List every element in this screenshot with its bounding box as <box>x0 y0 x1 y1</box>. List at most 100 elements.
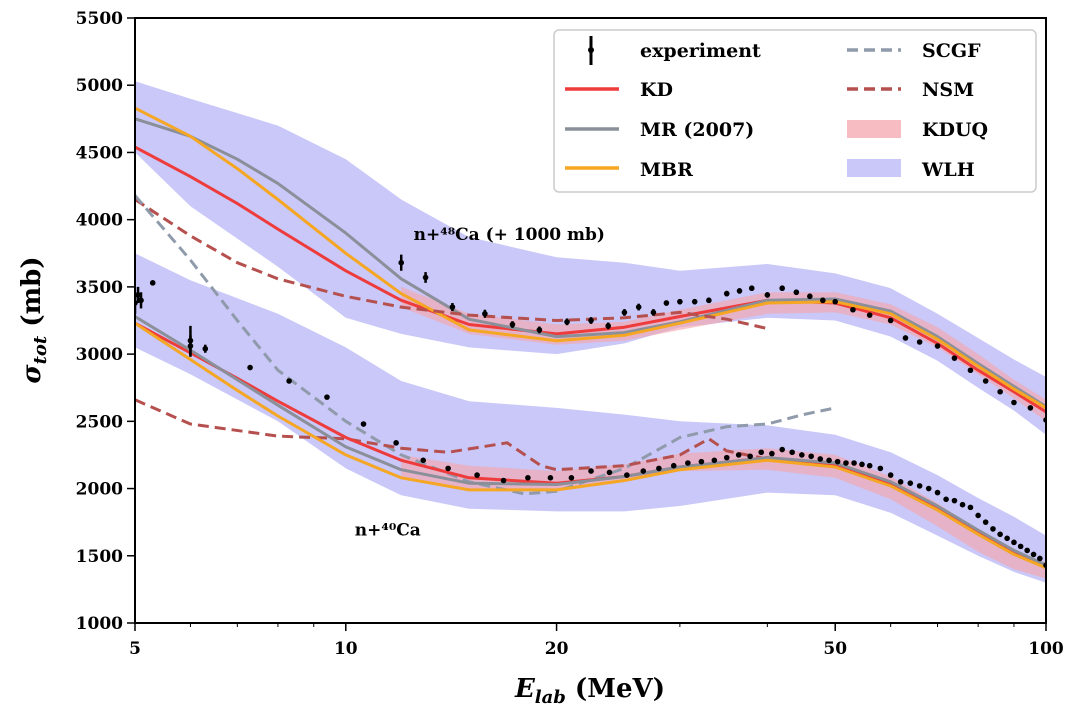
experiment-point-40ca <box>324 394 330 400</box>
data-marker <box>877 465 884 472</box>
data-marker <box>850 306 856 313</box>
data-marker <box>663 300 670 306</box>
data-marker <box>635 304 642 310</box>
legend: experiment KD MR (2007) MBR SCGF NSM KDU… <box>553 29 1037 193</box>
experiment-point-40ca <box>779 446 785 453</box>
legend-box <box>553 29 1037 193</box>
data-marker <box>621 309 628 316</box>
data-marker <box>1017 543 1024 550</box>
data-marker <box>640 468 647 474</box>
experiment-point-48ca <box>422 272 429 283</box>
data-marker <box>1027 405 1034 411</box>
experiment-point-40ca <box>990 526 996 532</box>
experiment-point-40ca <box>769 450 775 457</box>
data-marker <box>509 321 516 328</box>
experiment-point-40ca <box>997 531 1003 538</box>
experiment-point-40ca <box>723 454 730 461</box>
data-marker <box>420 457 427 464</box>
legend-label-mbr: MBR <box>640 159 693 181</box>
data-marker <box>799 452 805 458</box>
data-marker <box>711 457 718 464</box>
experiment-point-48ca <box>650 309 657 316</box>
legend-label-nsm: NSM <box>922 79 974 101</box>
data-marker <box>997 531 1003 538</box>
y-tick-label: 1500 <box>76 547 123 567</box>
data-marker <box>324 394 330 400</box>
legend-label-mr2007: MR (2007) <box>640 119 754 141</box>
experiment-point-48ca <box>588 317 594 324</box>
data-marker <box>967 367 974 374</box>
experiment-point-40ca <box>866 462 873 469</box>
experiment-point-48ca <box>793 289 800 296</box>
data-marker <box>851 460 857 466</box>
data-marker <box>698 458 705 465</box>
experiment-point-48ca <box>706 297 712 304</box>
y-tick-label: 3500 <box>76 278 123 298</box>
experiment-point-48ca <box>887 317 894 324</box>
experiment-point-40ca <box>187 325 194 356</box>
experiment-point-40ca <box>360 421 367 427</box>
data-marker <box>624 472 630 478</box>
data-marker <box>588 468 594 474</box>
x-tick-label: 20 <box>545 639 569 659</box>
experiment-point-48ca <box>1011 399 1017 406</box>
data-marker <box>843 460 849 466</box>
data-marker <box>202 345 209 352</box>
y-tick-label: 1000 <box>76 614 123 634</box>
data-marker <box>951 355 958 361</box>
x-tick-label: 50 <box>823 639 847 659</box>
experiment-point-40ca <box>799 452 805 458</box>
legend-label-kd: KD <box>640 79 673 101</box>
legend-item-mr2007: MR (2007) <box>565 119 754 141</box>
experiment-point-48ca <box>691 298 698 305</box>
experiment-point-40ca <box>843 460 849 466</box>
x-axis-ticks: 5 10 20 50 100 <box>129 623 1064 659</box>
experiment-point-48ca <box>677 298 683 305</box>
experiment-point-40ca <box>1011 539 1017 546</box>
y-tick-label: 5500 <box>76 9 123 29</box>
data-marker <box>445 465 451 472</box>
experiment-point-40ca <box>834 458 841 465</box>
data-marker <box>793 289 800 296</box>
data-marker <box>187 337 194 344</box>
data-marker <box>943 496 949 503</box>
data-marker <box>934 489 941 496</box>
annotation-1: n+⁴⁰Ca <box>355 521 421 541</box>
data-marker <box>1011 539 1017 546</box>
data-marker <box>735 452 742 458</box>
data-marker <box>925 485 932 492</box>
data-marker <box>1030 551 1037 558</box>
x-tick-label: 10 <box>334 639 358 659</box>
experiment-point-48ca <box>138 292 144 309</box>
y-tick-label: 2500 <box>76 412 123 432</box>
y-tick-label: 2000 <box>76 480 123 500</box>
experiment-points <box>135 254 1046 568</box>
y-axis-ticks: 1000 1500 2000 2500 3000 3500 4000 4500 5000 5500 <box>76 9 135 634</box>
legend-item-scgf: SCGF <box>847 40 981 62</box>
y-tick-label: 5000 <box>76 76 123 96</box>
data-marker <box>1004 535 1010 542</box>
experiment-point-40ca <box>1017 543 1024 550</box>
experiment-point-40ca <box>525 475 531 481</box>
experiment-point-40ca <box>1030 551 1037 558</box>
model-curves <box>135 106 1046 570</box>
experiment-point-48ca <box>149 280 156 286</box>
data-marker <box>138 297 144 304</box>
curve-mbr-40ca <box>135 321 1046 570</box>
experiment-point-40ca <box>445 465 451 472</box>
x-tick-label: 100 <box>1028 639 1064 659</box>
experiment-point-40ca <box>758 449 765 456</box>
experiment-point-48ca <box>902 335 909 341</box>
experiment-point-48ca <box>764 292 771 298</box>
experiment-point-48ca <box>482 309 488 318</box>
experiment-point-40ca <box>640 468 647 474</box>
data-marker <box>859 461 865 468</box>
experiment-point-48ca <box>951 355 958 361</box>
experiment-point-48ca <box>135 286 141 304</box>
data-marker <box>808 453 814 460</box>
data-marker <box>866 462 873 469</box>
data-marker <box>547 475 554 481</box>
data-marker <box>286 378 292 384</box>
experiment-point-40ca <box>202 344 209 353</box>
data-marker <box>834 458 841 465</box>
